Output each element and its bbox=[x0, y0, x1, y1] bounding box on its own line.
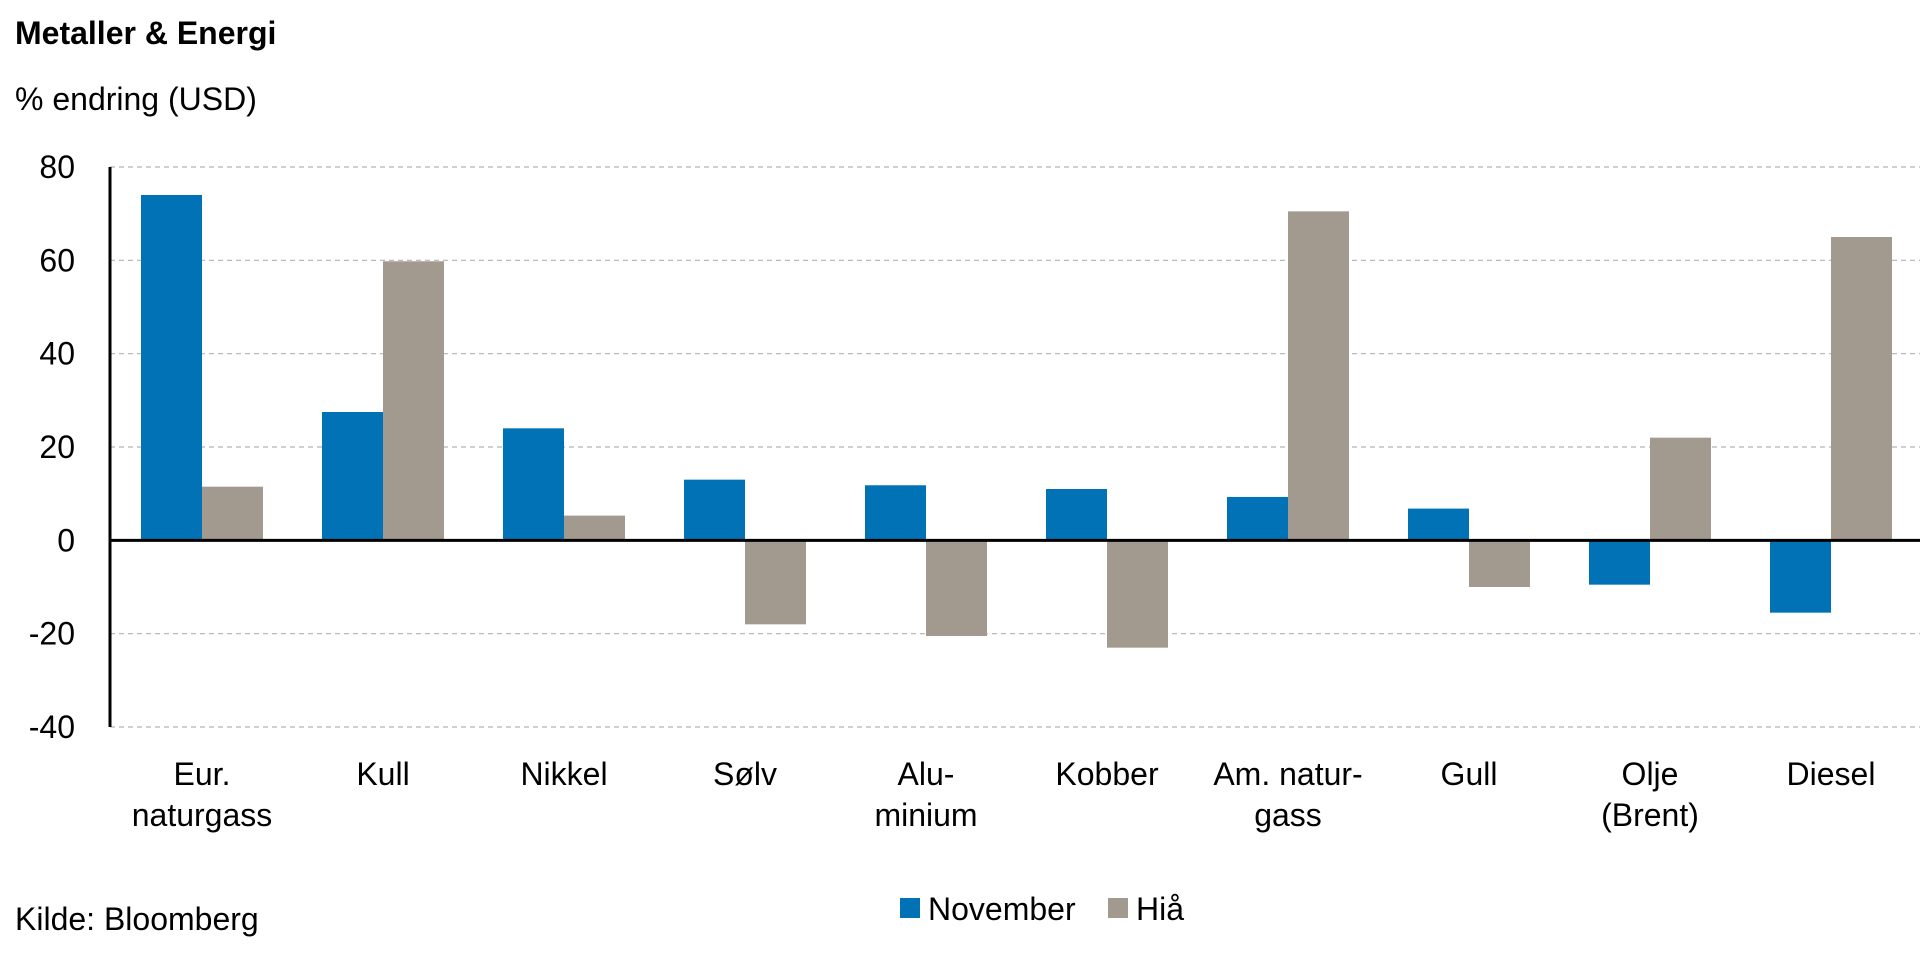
bars bbox=[141, 195, 1892, 648]
y-tick-label: 0 bbox=[57, 522, 75, 558]
category-label: Alu- bbox=[898, 756, 955, 792]
bar-november bbox=[141, 195, 202, 541]
y-tick-label: 60 bbox=[39, 242, 75, 278]
legend-label: Hiå bbox=[1136, 891, 1184, 927]
bar-november bbox=[1589, 540, 1650, 585]
legend-swatch bbox=[900, 898, 920, 918]
y-tick-label: -20 bbox=[29, 616, 75, 652]
y-axis-ticks: 80 60 40 20 0 -20 -40 bbox=[29, 149, 75, 745]
y-tick-label: 80 bbox=[39, 149, 75, 185]
bar-hi- bbox=[745, 540, 806, 625]
bar-november bbox=[322, 412, 383, 541]
category-label: Am. natur- bbox=[1213, 756, 1362, 792]
x-axis-categories: Eur. naturgass Kull Nikkel Sølv Alu-minium Kob… bbox=[132, 756, 1876, 833]
bar-hi- bbox=[383, 261, 444, 541]
bar-hi- bbox=[202, 486, 263, 541]
bar-hi- bbox=[926, 540, 987, 636]
bar-hi- bbox=[564, 515, 625, 541]
y-tick-label: 20 bbox=[39, 429, 75, 465]
bar-november bbox=[1770, 540, 1831, 613]
bar-hi- bbox=[1288, 211, 1349, 541]
category-label: minium bbox=[874, 797, 977, 833]
category-label: Diesel bbox=[1787, 756, 1876, 792]
legend-label: November bbox=[928, 891, 1076, 927]
category-label: Gull bbox=[1441, 756, 1498, 792]
category-label: Eur. bbox=[174, 756, 231, 792]
bar-november bbox=[503, 428, 564, 541]
chart-subtitle: % endring (USD) bbox=[15, 81, 257, 117]
bar-november bbox=[1408, 508, 1469, 541]
category-label: Kobber bbox=[1055, 756, 1159, 792]
bar-hi- bbox=[1469, 540, 1530, 587]
bar-november bbox=[1046, 489, 1107, 541]
category-label: gass bbox=[1254, 797, 1322, 833]
axes bbox=[108, 167, 1920, 727]
category-label: Kull bbox=[356, 756, 409, 792]
category-label: (Brent) bbox=[1601, 797, 1699, 833]
category-label: Nikkel bbox=[520, 756, 607, 792]
bar-november bbox=[1227, 496, 1288, 541]
legend-swatch bbox=[1108, 898, 1128, 918]
category-label: naturgass bbox=[132, 797, 273, 833]
bar-hi- bbox=[1650, 437, 1711, 541]
category-label: Olje bbox=[1622, 756, 1679, 792]
bar-hi- bbox=[1107, 540, 1168, 648]
y-tick-label: -40 bbox=[29, 709, 75, 745]
source-note: Kilde: Bloomberg bbox=[15, 901, 259, 937]
category-label: Sølv bbox=[713, 756, 777, 792]
bar-november bbox=[684, 479, 745, 541]
y-tick-label: 40 bbox=[39, 336, 75, 372]
chart-title: Metaller & Energi bbox=[15, 15, 276, 51]
legend: November Hiå bbox=[900, 891, 1184, 927]
bar-hi- bbox=[1831, 237, 1892, 541]
bar-november bbox=[865, 485, 926, 541]
